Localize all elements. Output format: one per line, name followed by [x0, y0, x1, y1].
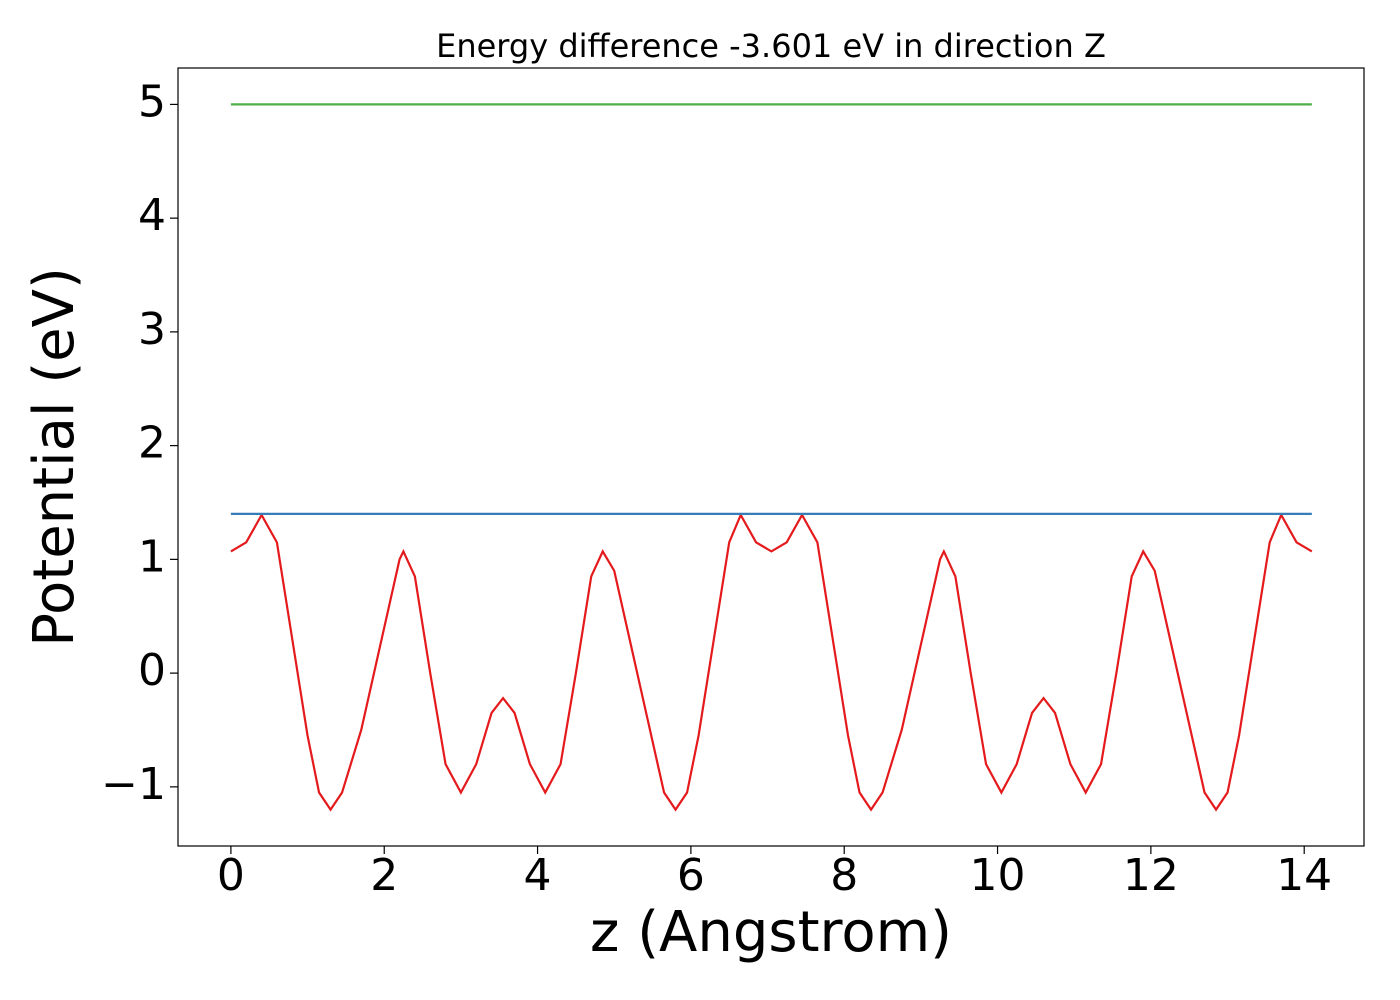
data-line: [230, 512, 1313, 812]
y-tick-label: 3: [138, 304, 166, 355]
y-tick-label: 0: [138, 645, 166, 696]
chart-title: Energy difference -3.601 eV in direction…: [436, 27, 1106, 65]
y-tick-label: 2: [138, 418, 166, 469]
x-tick-label: 12: [1123, 850, 1179, 901]
x-tick-label: 14: [1276, 850, 1332, 901]
x-tick-label: 6: [677, 850, 705, 901]
x-tick-label: 8: [830, 850, 858, 901]
x-tick-label: 10: [970, 850, 1026, 901]
y-tick-label: 4: [138, 190, 166, 241]
x-tick-label: 0: [217, 850, 245, 901]
plot-frame: [177, 67, 1365, 847]
x-tick-label: 2: [370, 850, 398, 901]
y-tick-label: 5: [138, 76, 166, 127]
x-axis-label: z (Angstrom): [590, 900, 952, 965]
y-axis-label: Potential (eV): [22, 267, 87, 647]
y-tick-label: −1: [101, 759, 166, 810]
y-tick-label: 1: [138, 531, 166, 582]
x-tick-label: 4: [524, 850, 552, 901]
